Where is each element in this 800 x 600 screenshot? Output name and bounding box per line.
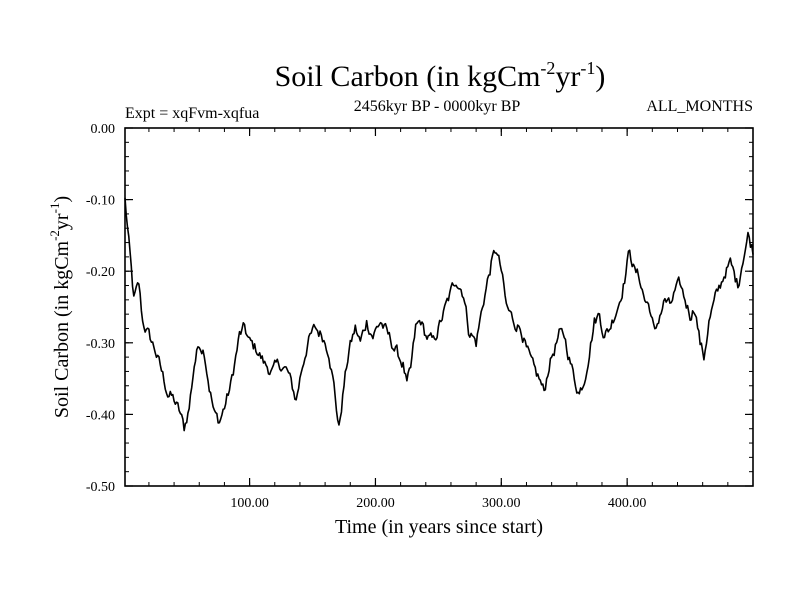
chart-title-close: ) [595,60,605,93]
y-axis-label-main: Soil Carbon (in kgCm [51,240,73,418]
y-axis-label-exp1: -2 [47,230,62,241]
y-tick-labels: 0.00 -0.10 -0.20 -0.30 -0.40 -0.50 [86,122,115,495]
x-tick-label: 400.00 [608,496,647,511]
x-tick-label: 200.00 [356,496,395,511]
subtitle-left: Expt = xqFvm-xqfua [125,105,259,122]
chart-title-main: Soil Carbon (in kgCm [275,60,541,93]
y-axis-label: Soil Carbon (in kgCm-2yr-1) [47,196,73,418]
x-tick-label: 100.00 [230,496,269,511]
chart-title-exp2: -1 [580,58,595,78]
y-tick-label: -0.10 [86,194,115,209]
y-tick-label: -0.50 [86,480,115,495]
chart-title: Soil Carbon (in kgCm-2yr-1) [275,58,606,93]
subtitle-right: ALL_MONTHS [646,98,753,115]
y-tick-label: -0.40 [86,408,115,423]
y-tick-label: 0.00 [91,122,116,137]
x-tick-labels: 100.00 200.00 300.00 400.00 [230,496,646,511]
y-axis-label-mid: yr [51,213,73,230]
plot-frame [124,127,754,487]
x-tick-label: 300.00 [482,496,521,511]
y-axis-label-close: ) [51,196,73,203]
chart-title-mid: yr [555,60,580,93]
axis-ticks [125,127,754,487]
y-tick-label: -0.30 [86,337,115,352]
x-axis-label: Time (in years since start) [335,516,543,538]
y-tick-label: -0.20 [86,265,115,280]
series-line-soil-carbon [124,197,754,432]
chart-title-exp1: -2 [540,58,555,78]
subtitle-center: 2456kyr BP - 0000kyr BP [354,98,521,115]
y-axis-label-exp2: -1 [47,203,62,214]
